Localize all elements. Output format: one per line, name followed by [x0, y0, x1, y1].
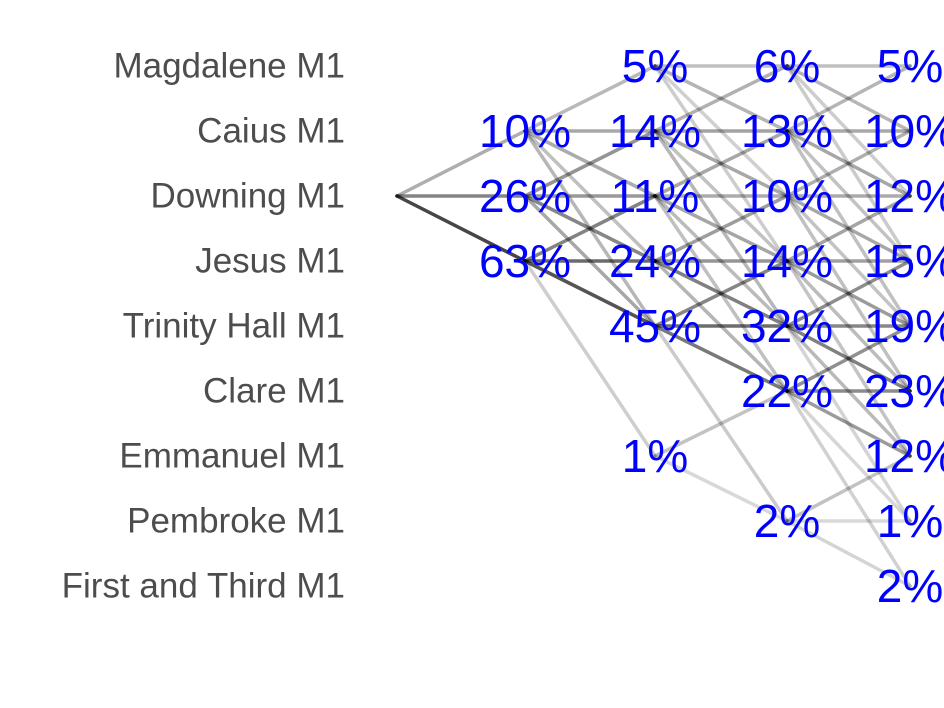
path-start-to-jesus-m1	[395, 194, 527, 263]
prob-label-day4-clare-m1: 23%	[864, 365, 944, 417]
prob-label-day1-downing-m1: 26%	[479, 170, 571, 222]
path-day2-trinity-hall-m1-to-pembroke-m1	[653, 324, 789, 523]
prob-label-day2-trinity-hall-m1: 45%	[609, 300, 701, 352]
crew-label-clare-m1: Clare M1	[203, 372, 345, 411]
path-day2-caius-m1-to-jesus-m1	[653, 129, 789, 263]
path-day2-magdalene-m1-to-downing-m1	[653, 64, 789, 198]
prob-label-day2-caius-m1: 14%	[609, 105, 701, 157]
path-day2-downing-m1-to-jesus-m1	[653, 194, 789, 263]
path-day3-downing-m1-to-trinity-hall-m1	[785, 194, 912, 328]
path-day3-jesus-m1-to-clare-m1	[785, 259, 912, 393]
path-day1-jesus-m1-to-trinity-hall-m1	[523, 259, 657, 328]
path-day3-pembroke-m1-to-emmanuel-m1	[785, 454, 912, 523]
path-day1-jesus-m1-to-downing-m1	[523, 194, 657, 263]
path-day2-downing-m1-to-caius-m1	[653, 129, 789, 198]
prob-label-day3-downing-m1: 10%	[741, 170, 833, 222]
path-day3-trinity-hall-m1-to-clare-m1	[785, 324, 912, 393]
prob-label-day4-downing-m1: 12%	[864, 170, 944, 222]
path-day1-caius-m1-to-trinity-hall-m1	[523, 129, 657, 328]
prob-label-day4-emmanuel-m1: 12%	[864, 430, 944, 482]
path-day2-trinity-hall-m1-to-jesus-m1	[653, 259, 789, 328]
prob-label-day1-jesus-m1: 63%	[479, 235, 571, 287]
path-day2-jesus-m1-to-trinity-hall-m1	[653, 259, 789, 328]
path-day3-jesus-m1-to-trinity-hall-m1	[785, 259, 912, 328]
prob-label-day3-pembroke-m1: 2%	[754, 495, 820, 547]
prob-label-day3-trinity-hall-m1: 32%	[741, 300, 833, 352]
crew-label-jesus-m1: Jesus M1	[195, 242, 345, 281]
prob-label-day4-caius-m1: 10%	[864, 105, 944, 157]
path-day2-magdalene-m1-to-caius-m1	[653, 64, 789, 133]
path-day1-downing-m1-to-jesus-m1	[523, 194, 657, 263]
path-day3-pembroke-m1-to-first-and-third-m1	[785, 519, 912, 588]
path-start-to-caius-m1	[395, 129, 527, 198]
crew-label-first-and-third-m1: First and Third M1	[62, 567, 345, 606]
prob-label-day3-jesus-m1: 14%	[741, 235, 833, 287]
prob-label-day4-pembroke-m1: 1%	[877, 495, 943, 547]
path-day3-jesus-m1-to-downing-m1	[785, 194, 912, 263]
position-transition-paths	[395, 64, 912, 588]
prob-label-day4-trinity-hall-m1: 19%	[864, 300, 944, 352]
path-day3-caius-m1-to-downing-m1	[785, 129, 912, 198]
prob-label-day3-magdalene-m1: 6%	[754, 40, 820, 92]
path-day3-downing-m1-to-caius-m1	[785, 129, 912, 198]
path-day2-caius-m1-to-downing-m1	[653, 129, 789, 198]
path-day3-caius-m1-to-jesus-m1	[785, 129, 912, 263]
path-day3-trinity-hall-m1-to-pembroke-m1	[785, 324, 912, 523]
path-day3-clare-m1-to-emmanuel-m1	[785, 389, 912, 458]
path-day2-caius-m1-to-trinity-hall-m1	[653, 129, 789, 328]
path-day1-caius-m1-to-jesus-m1	[523, 129, 657, 263]
crew-label-caius-m1: Caius M1	[197, 112, 345, 151]
path-day3-jesus-m1-to-emmanuel-m1	[785, 259, 912, 458]
path-day2-caius-m1-to-magdalene-m1	[653, 64, 789, 133]
path-day3-magdalene-m1-to-jesus-m1	[785, 64, 912, 263]
path-day3-magdalene-m1-to-downing-m1	[785, 64, 912, 198]
path-day2-magdalene-m1-to-jesus-m1	[653, 64, 789, 263]
path-day2-downing-m1-to-clare-m1	[653, 194, 789, 393]
path-day3-downing-m1-to-jesus-m1	[785, 194, 912, 263]
path-day3-magdalene-m1-to-caius-m1	[785, 64, 912, 133]
path-day1-caius-m1-to-magdalene-m1	[523, 64, 657, 133]
prob-label-day4-first-and-third-m1: 2%	[877, 560, 943, 612]
prob-label-day2-emmanuel-m1: 1%	[622, 430, 688, 482]
crew-label-downing-m1: Downing M1	[150, 177, 345, 216]
path-day1-downing-m1-to-caius-m1	[523, 129, 657, 198]
path-day2-emmanuel-m1-to-clare-m1	[653, 389, 789, 458]
path-day3-trinity-hall-m1-to-jesus-m1	[785, 259, 912, 328]
prob-label-day2-jesus-m1: 24%	[609, 235, 701, 287]
prob-label-day3-caius-m1: 13%	[741, 105, 833, 157]
path-day3-trinity-hall-m1-to-emmanuel-m1	[785, 324, 912, 458]
path-day1-jesus-m1-to-emmanuel-m1	[523, 259, 657, 458]
path-day1-caius-m1-to-downing-m1	[523, 129, 657, 198]
path-day3-downing-m1-to-clare-m1	[785, 194, 912, 393]
prob-label-day4-jesus-m1: 15%	[864, 235, 944, 287]
path-day3-clare-m1-to-trinity-hall-m1	[785, 324, 912, 393]
path-day3-clare-m1-to-pembroke-m1	[785, 389, 912, 523]
path-day3-clare-m1-to-first-and-third-m1	[785, 389, 912, 588]
prob-label-day2-magdalene-m1: 5%	[622, 40, 688, 92]
crew-label-magdalene-m1: Magdalene M1	[113, 47, 345, 86]
crew-label-trinity-hall-m1: Trinity Hall M1	[123, 307, 345, 346]
crew-label-emmanuel-m1: Emmanuel M1	[119, 437, 345, 476]
probability-labels: 10% 26% 63% 5% 14% 11% 24% 45% 1% 6% 13% 10% 14% 32% 2…	[479, 40, 944, 612]
path-day2-jesus-m1-to-downing-m1	[653, 194, 789, 263]
path-day2-downing-m1-to-trinity-hall-m1	[653, 194, 789, 328]
path-day2-trinity-hall-m1-to-clare-m1	[653, 324, 789, 393]
prob-label-day1-caius-m1: 10%	[479, 105, 571, 157]
path-day2-emmanuel-m1-to-pembroke-m1	[653, 454, 789, 523]
prob-label-day4-magdalene-m1: 5%	[877, 40, 943, 92]
crew-labels: Magdalene M1 Caius M1 Downing M1 Jesus M1 Tr…	[62, 47, 345, 606]
crew-label-pembroke-m1: Pembroke M1	[127, 502, 345, 541]
prob-label-day3-clare-m1: 22%	[741, 365, 833, 417]
path-day3-caius-m1-to-trinity-hall-m1	[785, 129, 912, 328]
prob-label-day2-downing-m1: 11%	[611, 170, 700, 222]
path-day3-caius-m1-to-magdalene-m1	[785, 64, 912, 133]
